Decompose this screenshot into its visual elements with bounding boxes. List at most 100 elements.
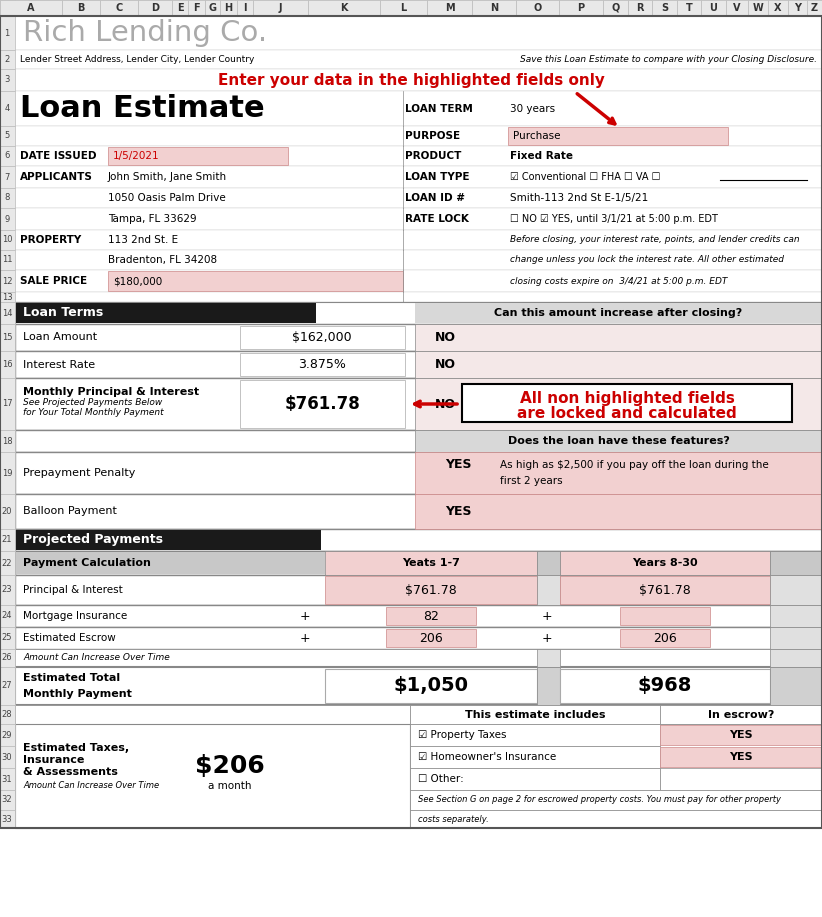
Text: 113 2nd St. E: 113 2nd St. E (108, 235, 178, 245)
Bar (0, 69, 15, 91)
Bar (172, 0, 188, 16)
Text: SALE PRICE: SALE PRICE (20, 276, 87, 286)
Text: M: M (445, 3, 455, 13)
Bar (559, 0, 603, 16)
Bar (652, 0, 677, 16)
Bar (325, 551, 537, 575)
Bar (427, 0, 472, 16)
Text: N: N (490, 3, 498, 13)
Bar (16, 552, 325, 574)
Bar (205, 0, 220, 16)
Text: Monthly Principal & Interest: Monthly Principal & Interest (23, 387, 199, 397)
Bar (15, 649, 822, 667)
Bar (560, 551, 770, 575)
Bar (0, 302, 15, 324)
Text: 14: 14 (2, 308, 12, 317)
Text: Principal & Interest: Principal & Interest (23, 585, 122, 595)
Text: PRODUCT: PRODUCT (405, 151, 461, 161)
Bar (100, 0, 138, 16)
Text: are locked and calculated: are locked and calculated (517, 405, 737, 421)
Bar (0, 0, 15, 16)
Text: 206: 206 (653, 632, 677, 645)
Text: Payment Calculation: Payment Calculation (23, 558, 151, 568)
Text: H: H (224, 3, 233, 13)
Bar (0, 790, 15, 810)
Bar (770, 575, 822, 605)
Bar (0, 575, 15, 605)
Bar (15, 605, 822, 627)
Bar (15, 452, 822, 494)
Text: 10: 10 (2, 236, 12, 245)
Bar (0, 378, 15, 430)
Bar (0, 146, 15, 166)
Bar (15, 91, 822, 126)
Bar (677, 0, 701, 16)
Text: NO: NO (435, 397, 456, 411)
Text: Insurance: Insurance (23, 755, 85, 765)
Text: A: A (27, 3, 35, 13)
Text: Fixed Rate: Fixed Rate (510, 151, 573, 161)
Bar (188, 0, 205, 16)
Bar (410, 768, 660, 790)
Text: V: V (733, 3, 741, 13)
Text: See Projected Payments Below: See Projected Payments Below (23, 398, 162, 407)
Text: PROPERTY: PROPERTY (20, 235, 81, 245)
Bar (0, 16, 822, 828)
Text: This estimate includes: This estimate includes (464, 710, 605, 720)
Text: G: G (209, 3, 216, 13)
Bar (0, 494, 15, 529)
Bar (325, 576, 537, 604)
Bar (410, 790, 822, 810)
Text: 25: 25 (2, 634, 12, 643)
Text: Estimated Taxes,: Estimated Taxes, (23, 743, 129, 753)
Text: & Assessments: & Assessments (23, 767, 118, 777)
Text: ☑ Property Taxes: ☑ Property Taxes (418, 730, 506, 740)
Text: 29: 29 (2, 731, 12, 739)
Bar (0, 16, 15, 50)
Bar (15, 551, 822, 575)
Bar (620, 607, 710, 625)
Bar (770, 667, 822, 705)
Text: S: S (661, 3, 668, 13)
Bar (0, 605, 15, 627)
Text: 8: 8 (4, 193, 10, 203)
Bar (0, 270, 15, 292)
Bar (0, 0, 62, 16)
Text: RATE LOCK: RATE LOCK (405, 214, 469, 224)
Bar (537, 551, 560, 575)
Text: Tampa, FL 33629: Tampa, FL 33629 (108, 214, 196, 224)
Text: All non highlighted fields: All non highlighted fields (520, 392, 734, 406)
Bar (0, 724, 15, 746)
Text: F: F (193, 3, 200, 13)
Bar (415, 303, 821, 323)
Text: 19: 19 (2, 469, 12, 478)
Text: P: P (577, 3, 584, 13)
Bar (0, 551, 15, 575)
Bar (660, 725, 821, 745)
Bar (537, 667, 560, 705)
Text: 28: 28 (2, 710, 12, 719)
Bar (15, 126, 822, 146)
Bar (0, 627, 15, 649)
Bar (15, 351, 822, 378)
Bar (15, 575, 822, 605)
Text: $206: $206 (195, 754, 265, 778)
Text: Lender Street Address, Lender City, Lender Country: Lender Street Address, Lender City, Lend… (20, 55, 254, 64)
Text: 3: 3 (4, 75, 10, 84)
Bar (472, 0, 516, 16)
Bar (15, 324, 822, 351)
Text: Bradenton, FL 34208: Bradenton, FL 34208 (108, 255, 217, 265)
Text: Years 8-30: Years 8-30 (632, 558, 698, 568)
Bar (508, 127, 728, 145)
Text: 1: 1 (4, 28, 10, 38)
Bar (0, 768, 15, 790)
Bar (308, 0, 380, 16)
Bar (15, 529, 822, 551)
Text: 15: 15 (2, 333, 12, 342)
Text: 32: 32 (2, 796, 12, 804)
Bar (748, 0, 768, 16)
Text: $761.78: $761.78 (405, 583, 457, 596)
Text: 206: 206 (419, 632, 443, 645)
Text: 26: 26 (2, 654, 12, 662)
Text: L: L (400, 3, 407, 13)
